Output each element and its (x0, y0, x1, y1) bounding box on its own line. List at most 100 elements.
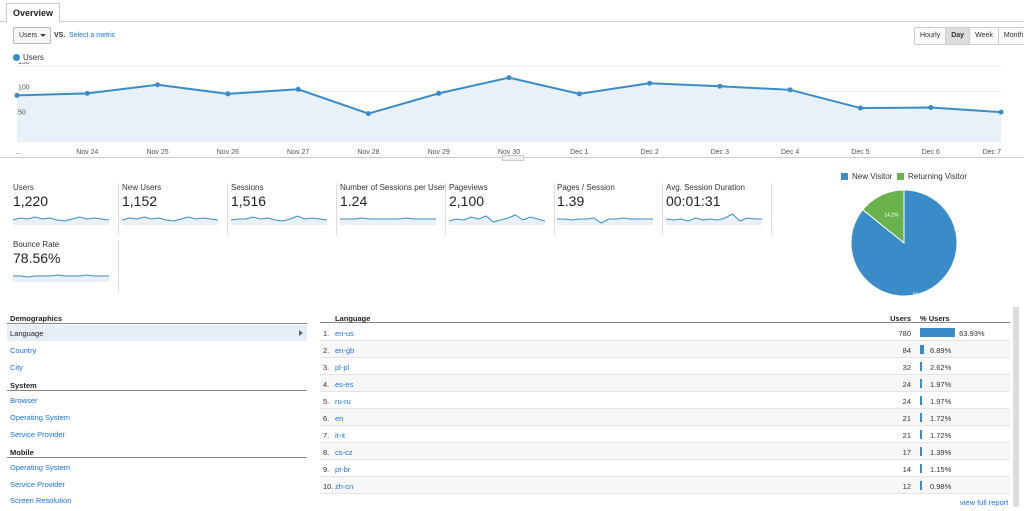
language-link[interactable]: pl-pl (335, 363, 350, 372)
metric-label: Users (13, 183, 34, 192)
nav-item-browser[interactable]: Browser (10, 396, 38, 405)
data-point[interactable] (155, 82, 161, 88)
language-link[interactable]: en-us (335, 329, 354, 338)
nav-item-city[interactable]: City (10, 363, 23, 372)
data-point[interactable] (787, 87, 793, 93)
users-line-chart: 150 100 50 … Nov 24 Nov 25 Nov 26 Nov 27 Nov 28 N… (14, 62, 1004, 156)
time-granularity-buttons: Hourly Day Week Month (914, 27, 1024, 45)
select-metric-link[interactable]: Select a metric (69, 32, 116, 39)
column-header-users[interactable]: Users (890, 314, 911, 323)
sparkline-line (13, 274, 109, 278)
sparkline-line (13, 216, 109, 222)
data-point[interactable] (295, 86, 301, 92)
metric-value: 1,220 (13, 193, 49, 209)
data-point[interactable] (84, 90, 90, 96)
metric-tile[interactable]: Users 1,220 (13, 183, 119, 235)
hourly-button[interactable]: Hourly (915, 28, 947, 44)
percent-bar (920, 447, 922, 456)
language-link[interactable]: es-es (335, 380, 354, 389)
users-legend-dot-icon (13, 54, 20, 61)
data-point[interactable] (998, 109, 1004, 115)
users-value: 12 (902, 482, 911, 491)
metric-tile[interactable]: New Users 1,152 (122, 183, 228, 235)
row-index: 5. (323, 397, 330, 406)
x-tick-label: Nov 30 (498, 149, 520, 156)
x-tick-label: Dec 5 (851, 149, 869, 156)
metric-label: Bounce Rate (13, 240, 60, 249)
metric-tile[interactable]: Pages / Session 1.39 (557, 183, 663, 235)
percent-users-value: 1.72% (930, 414, 952, 423)
language-link[interactable]: pt-br (335, 465, 351, 474)
column-header-pct-users[interactable]: % Users (920, 314, 950, 323)
month-button[interactable]: Month (998, 28, 1024, 44)
metric-tile[interactable]: Bounce Rate 78.56% (13, 240, 119, 292)
metric-sparkline (13, 216, 109, 225)
users-value: 21 (902, 414, 911, 423)
scrollbar[interactable] (1013, 307, 1019, 507)
nav-item-mobile-service-provider[interactable]: Service Provider (10, 480, 66, 489)
data-point[interactable] (14, 92, 20, 98)
pie-legend-new-visitor: New Visitor (841, 172, 892, 181)
language-link[interactable]: en (335, 414, 344, 423)
divider (7, 323, 307, 324)
view-full-report-link[interactable]: view full report (960, 498, 1009, 507)
row-index: 6. (323, 414, 330, 423)
nav-item-country[interactable]: Country (10, 346, 37, 355)
pie-slice-new-visitor[interactable] (850, 189, 958, 297)
metric-sparkline (231, 215, 327, 225)
sparkline-line (449, 214, 545, 223)
x-tick-label: Nov 28 (357, 149, 379, 156)
tab-overview[interactable]: Overview (6, 3, 61, 23)
metric-value: 2,100 (449, 193, 485, 209)
metric-tile[interactable]: Number of Sessions per User 1.24 (340, 183, 446, 235)
language-link[interactable]: ru-ru (335, 397, 351, 406)
metric-tile[interactable]: Pageviews 2,100 (449, 183, 555, 235)
nav-item-mobile-operating-system[interactable]: Operating System (10, 463, 71, 472)
pie-slice-label: 14.2% (884, 213, 899, 219)
data-point[interactable] (436, 90, 442, 96)
pie-legend-returning-visitor: Returning Visitor (897, 172, 967, 181)
nav-item-language-label: Language (10, 329, 44, 338)
x-tick-label: Dec 3 (711, 149, 729, 156)
language-link[interactable]: cs-cz (335, 448, 353, 457)
metric-tile[interactable]: Avg. Session Duration 00:01:31 (666, 183, 772, 235)
percent-users-value: 1.97% (930, 397, 952, 406)
metric-value: 00:01:31 (666, 193, 721, 209)
data-point[interactable] (365, 111, 371, 117)
table-header: Language Users % Users (320, 312, 1010, 323)
data-point[interactable] (928, 105, 934, 111)
metric-dropdown[interactable]: Users (13, 27, 51, 44)
language-link[interactable]: en-gb (335, 346, 355, 355)
data-point[interactable] (225, 91, 231, 97)
nav-item-operating-system[interactable]: Operating System (10, 413, 71, 422)
percent-users-value: 0.98% (930, 482, 952, 491)
users-value: 14 (902, 465, 911, 474)
users-value: 780 (898, 329, 911, 338)
metric-value: 78.56% (13, 250, 61, 266)
table-row: 7. it-it 21 1.72% (320, 426, 1010, 443)
percent-bar (920, 345, 924, 354)
metric-label: New Users (122, 183, 162, 192)
chart-resize-handle[interactable] (502, 155, 524, 161)
metric-tile[interactable]: Sessions 1,516 (231, 183, 337, 235)
data-point[interactable] (647, 80, 653, 86)
nav-item-screen-resolution[interactable]: Screen Resolution (10, 496, 72, 505)
metric-sparkline (557, 217, 653, 225)
column-header-language[interactable]: Language (335, 314, 371, 323)
data-point[interactable] (576, 91, 582, 97)
data-point[interactable] (717, 83, 723, 89)
metric-sparkline (666, 213, 762, 225)
row-index: 9. (323, 465, 330, 474)
language-link[interactable]: it-it (335, 431, 345, 440)
vs-label: VS. (54, 32, 66, 39)
metric-value: 1.24 (340, 193, 368, 209)
row-index: 7. (323, 431, 330, 440)
data-point[interactable] (857, 105, 863, 111)
day-button[interactable]: Day (946, 28, 971, 44)
x-tick-label: Nov 25 (146, 149, 168, 156)
week-button[interactable]: Week (970, 28, 999, 44)
nav-item-service-provider[interactable]: Service Provider (10, 430, 66, 439)
nav-item-language[interactable]: Language (7, 325, 307, 341)
data-point[interactable] (506, 75, 512, 81)
language-link[interactable]: zh-cn (335, 482, 354, 491)
